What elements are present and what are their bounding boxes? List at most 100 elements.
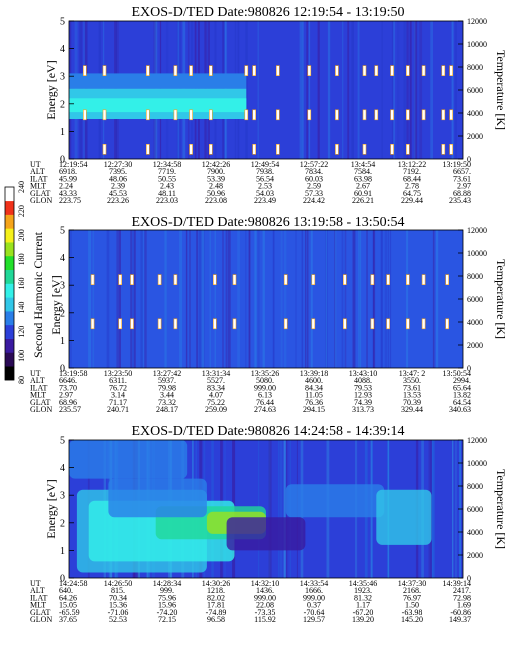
hot-spot: [335, 109, 339, 121]
info-cell: 84.34: [305, 383, 323, 392]
info-cell: 43.33: [59, 189, 77, 198]
panel-2-y2-ticks: 0 2000 4000 6000 8000 10000 12000: [458, 226, 487, 373]
info-cell: 2.67: [356, 182, 370, 191]
y-tick-label: 1: [60, 127, 65, 138]
info-cell: 240.71: [107, 405, 129, 414]
info-cell: 73.70: [59, 383, 77, 392]
texture-stripe: [299, 21, 303, 159]
panel-2-y2-axis-label: Temperature [K]: [494, 259, 505, 339]
texture-stripe: [353, 230, 356, 368]
info-cell: 17.81: [207, 601, 225, 610]
info-cell: 12.93: [354, 391, 372, 400]
info-cell: 64.26: [59, 593, 77, 602]
hot-spot: [405, 109, 410, 121]
y-tick-label: 2: [60, 518, 65, 529]
texture-stripe: [389, 230, 392, 368]
texture-stripe: [384, 230, 388, 368]
info-cell: 14:32:10: [251, 579, 279, 588]
info-cell: 60.03: [305, 174, 323, 183]
texture-stripe: [430, 21, 433, 159]
colorbar-segment: [5, 200, 14, 215]
texture-stripe: [130, 230, 133, 368]
texture-stripe: [225, 230, 228, 368]
hot-spot: [390, 65, 394, 76]
info-row-label: GLON: [30, 196, 52, 205]
texture-stripe: [185, 230, 188, 368]
colorbar-tick-label: 100: [17, 350, 26, 362]
hot-spot: [118, 318, 122, 330]
texture-stripe: [325, 230, 327, 368]
info-cell: 12:49:54: [251, 160, 279, 169]
flux-patch: [108, 478, 207, 518]
info-cell: 52.53: [109, 615, 127, 624]
y-tick-label: 3: [60, 281, 65, 292]
hot-spot: [209, 109, 213, 121]
colorbar-segment: [5, 297, 14, 312]
info-cell: 12:34:58: [153, 160, 181, 169]
texture-stripe: [414, 21, 416, 159]
info-cell: 75.22: [207, 398, 225, 407]
texture-stripe: [334, 230, 336, 368]
info-cell: 1.50: [405, 601, 419, 610]
texture-stripe: [295, 230, 297, 368]
y2-tick-label: 10000: [467, 459, 487, 468]
y-tick-label: 1: [60, 546, 65, 557]
hot-spot: [370, 274, 375, 286]
info-cell: 45.53: [109, 189, 127, 198]
texture-stripe: [381, 21, 383, 159]
texture-stripe: [257, 230, 260, 368]
texture-stripe: [387, 230, 389, 368]
texture-stripe: [391, 21, 394, 159]
texture-stripe: [248, 230, 251, 368]
info-cell: 145.20: [401, 615, 423, 624]
info-cell: 329.44: [401, 405, 423, 414]
info-cell: 999.00: [254, 383, 276, 392]
info-cell: 2417.: [453, 586, 471, 595]
panel-1-y-ticks: 0 1 2 3 4 5: [60, 17, 74, 166]
info-cell: 223.75: [59, 196, 81, 205]
info-cell: 72.15: [158, 615, 176, 624]
hot-spot: [244, 65, 249, 76]
hot-spot: [421, 109, 426, 121]
info-cell: 999.: [160, 586, 174, 595]
info-cell: 3550.: [403, 376, 421, 385]
info-cell: 2.39: [111, 182, 125, 191]
y2-tick-label: 8000: [467, 272, 483, 281]
info-cell: -67.20: [353, 608, 374, 617]
texture-stripe: [278, 440, 280, 578]
hot-spot: [118, 274, 122, 286]
texture-stripe: [254, 230, 257, 368]
info-cell: 13.53: [403, 391, 421, 400]
info-cell: 139.20: [352, 615, 374, 624]
info-cell: 6.13: [258, 391, 272, 400]
hot-spot: [252, 65, 256, 76]
flux-patch: [376, 489, 432, 545]
info-cell: 274.63: [254, 405, 276, 414]
info-row-label: GLON: [30, 405, 52, 414]
hot-spot: [173, 109, 178, 121]
info-cell: 14:33:54: [300, 579, 328, 588]
y2-tick-label: 6000: [467, 295, 483, 304]
hot-spot: [449, 109, 454, 121]
info-cell: 2.59: [307, 182, 321, 191]
info-cell: -73.35: [255, 608, 276, 617]
info-cell: 13:12:22: [398, 160, 426, 169]
texture-stripe: [237, 230, 240, 368]
colorbar-tick-label: 160: [17, 278, 26, 290]
info-cell: 72.98: [453, 593, 471, 602]
y2-tick-label: 12000: [467, 226, 487, 235]
texture-stripe: [140, 230, 143, 368]
texture-stripe: [132, 230, 135, 368]
info-cell: 68.88: [453, 189, 471, 198]
texture-stripe: [344, 230, 347, 368]
texture-stripe: [403, 21, 406, 159]
info-cell: 73.61: [403, 383, 421, 392]
texture-stripe: [366, 230, 368, 368]
info-cell: 75.96: [158, 593, 176, 602]
colorbar-tick-label: 80: [17, 376, 26, 384]
info-cell: 294.15: [303, 405, 325, 414]
info-cell: 13:39:18: [300, 369, 328, 378]
info-cell: 14:26:50: [104, 579, 132, 588]
info-cell: 999.00: [303, 593, 325, 602]
info-row-label: MLT: [30, 601, 46, 610]
